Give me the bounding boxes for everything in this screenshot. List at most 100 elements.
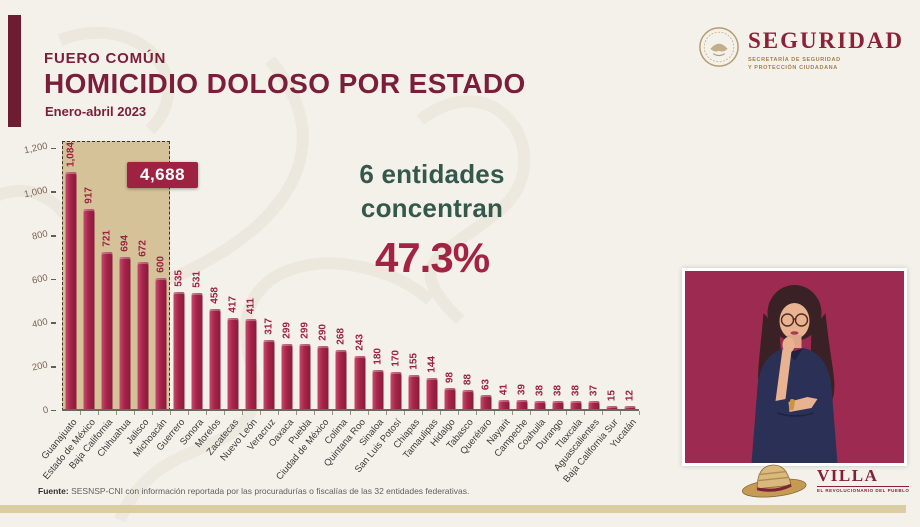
y-axis-tick-label: 400 [31,316,49,331]
bar-column: 531 Sonora [178,149,207,448]
bar-column: 98 Hidalgo [429,149,460,449]
sign-language-interpreter-video [682,268,907,466]
bar-chart-plot-area: 1,084 Guanajuato 917 Estado de México 721 Baj… [39,142,640,485]
bar-value-label: 38 [534,384,546,396]
villa-wordmark: VILLA [817,466,879,485]
sombrero-icon [741,464,807,498]
bar [317,346,329,409]
y-axis-tick-label: 0 [41,404,50,417]
bar-value-label: 37 [588,384,600,396]
bar-value-label: 98 [444,371,456,383]
bar [83,209,95,409]
y-axis-tick-mark [51,366,56,368]
bar-value-label: 317 [263,318,275,335]
bar [281,344,293,409]
y-axis-tick-label: 600 [31,272,49,287]
y-axis-tick-label: 1,000 [23,184,49,201]
bar-column: 88 Tabasco [445,149,478,451]
bar [534,401,546,409]
government-seal-icon [699,27,739,67]
bar-column: 170 San Luis Potosí [353,149,406,475]
bar-value-label: 458 [209,287,221,304]
bar-column: 694 Chihuahua [96,149,135,459]
bar-value-label: 290 [317,324,329,341]
y-axis-tick: 1,200 [23,141,56,156]
bar [101,252,113,409]
y-axis-tick: 0 [41,404,56,417]
y-axis-tick: 1,000 [23,184,56,201]
bar [480,395,492,409]
bar-column: 38 Tlaxcala [553,149,586,451]
bar-column: 37 Aguascalientes [553,149,604,473]
bar-column: 180 Sinaloa [357,149,388,448]
bar-column: 299 Oaxaca [266,149,297,449]
y-axis-tick-mark [51,147,56,150]
slide-subtitle: Enero-abril 2023 [45,104,147,119]
y-axis-tick-mark [51,409,56,412]
bar-value-label: 144 [426,356,438,373]
bar-value-label: 531 [191,271,203,288]
bar-value-label: 299 [299,322,311,339]
bar [119,257,131,409]
source-label: Fuente: [38,486,69,496]
callout-line-1: 6 entidades [359,159,505,189]
bar-value-label: 170 [390,350,402,367]
seguridad-wordmark: SEGURIDAD [748,28,905,53]
bar [588,401,600,409]
bar [372,370,384,409]
callout-percentage: 47.3% [374,233,490,281]
bar-value-label: 917 [83,187,95,204]
seguridad-logo: SEGURIDAD SECRETARÍA DE SEGURIDAD Y PROT… [698,26,904,72]
y-axis-tick: 400 [31,316,56,331]
y-axis-tick-mark [51,278,56,281]
bar-value-label: 600 [155,256,167,273]
bar-column: 917 Estado de México [41,149,99,482]
bar [191,293,203,409]
bar-value-label: 41 [498,383,510,395]
bar-value-label: 535 [173,270,185,287]
bar [227,318,239,409]
bar-column: 155 Chiapas [391,149,424,451]
bar-value-label: 88 [462,373,474,385]
bar-column: 243 Quintana Roo [322,149,370,469]
y-axis-tick: 200 [31,360,56,374]
bar [498,400,510,409]
y-axis-tick-mark [51,235,56,237]
bar-column: 290 Ciudad de México [275,149,334,482]
bar-column: 1,084 Guanajuato [39,142,81,462]
villa-logo: VILLA EL REVOLUCIONARIO DEL PUEBLO [737,460,910,500]
bar [426,378,438,409]
callout-line-2: concentran [360,192,504,223]
slide-title: HOMICIDIO DOLOSO POR ESTADO [44,68,526,99]
source-text: SESNSP-CNI con información reportada por… [68,486,470,496]
bar-value-label: 12 [624,389,636,401]
bar-value-label: 694 [119,235,131,252]
bar-column: 535 Guerrero [155,149,189,453]
bar [408,375,420,409]
bar [462,390,474,409]
bar-column: 299 Puebla [286,149,315,447]
bar-column: 458 Morelos [194,149,225,450]
title-accent-bar [8,15,21,127]
bar-column: 417 Zacatecas [205,149,243,458]
bar [299,344,311,409]
secretaria-subline-2: Y PROTECCIÓN CIUDADANA [748,65,838,72]
bar-column: 144 Tamaulipas [401,149,442,461]
interpreter-figure [685,271,904,463]
bar-value-label: 299 [281,322,293,339]
bar-column: 672 Jalisco [124,149,153,446]
bar-column: 15 Baja California Sur [561,149,622,485]
bar [606,406,618,409]
bar-column: 268 Colima [322,149,352,447]
bar [390,372,402,409]
bar-value-label: 417 [227,296,239,313]
bar [516,400,528,409]
bar [173,292,185,409]
bar-column: 38 Durango [534,149,568,452]
bar [137,262,149,409]
bar-value-label: 672 [137,240,149,257]
bar-chart: 1,084 Guanajuato 917 Estado de México 721 Baj… [39,142,640,485]
bar-column: 38 Coahuila [516,149,550,453]
stat-callout: 6 entidades concentran 47.3% [332,158,532,282]
